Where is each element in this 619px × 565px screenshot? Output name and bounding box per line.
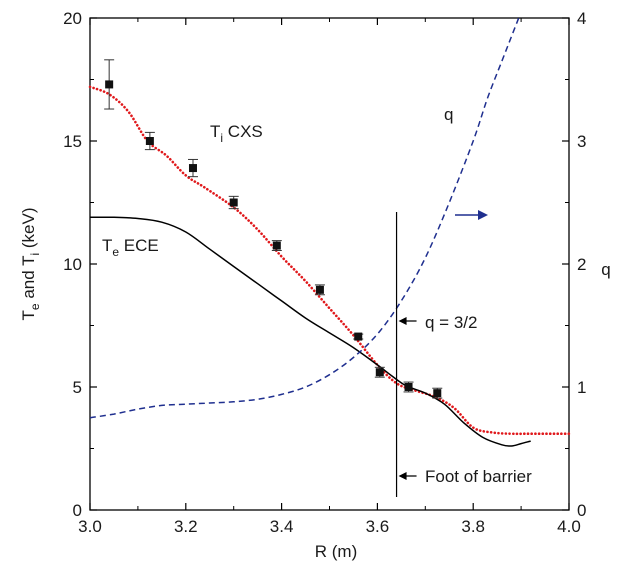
te-ece-line <box>89 216 531 447</box>
x-tick-label-0: 3.0 <box>78 517 102 536</box>
y2-tick-label-2: 2 <box>577 255 586 274</box>
y-axis-title-t1: T <box>19 310 38 320</box>
x-tick-label-2: 3.4 <box>270 517 294 536</box>
ti-cxs-point-5 <box>315 285 324 294</box>
markers-group <box>104 59 443 399</box>
y-tick-label-4: 20 <box>63 9 82 28</box>
y-axis-title-sub-i: i <box>28 253 42 256</box>
te-ece-label-t: T <box>102 236 112 255</box>
ti-cxs-point-9 <box>433 389 442 398</box>
y2-axis-title: q <box>601 260 610 279</box>
y-tick-label-0: 0 <box>73 501 82 520</box>
ti-cxs-point-1 <box>145 137 154 145</box>
y-axis-title-tail: (keV) <box>19 208 38 253</box>
y-axis-title-mid: and T <box>19 256 38 304</box>
ti-fit-line <box>88 85 571 436</box>
ti-cxs-label-t: T <box>210 122 220 141</box>
ti-cxs-point-7 <box>375 368 384 377</box>
q-curve-label: q <box>444 105 453 124</box>
y2-tick-label-3: 3 <box>577 132 586 151</box>
ti-cxs-label-tail: CXS <box>223 122 263 141</box>
series-group <box>88 17 571 447</box>
ti-cxs-point-0 <box>105 80 114 89</box>
y2-tick-label-1: 1 <box>577 378 586 397</box>
y-axis-title-sub-e: e <box>28 303 42 310</box>
plot-frame <box>89 17 570 511</box>
x-tick-label-3: 3.6 <box>366 517 390 536</box>
ti-cxs-label-sub: i <box>220 131 223 145</box>
y2-tick-label-4: 4 <box>577 9 586 28</box>
y-tick-label-3: 15 <box>63 132 82 151</box>
y-axis-title: Te and Ti (keV) <box>19 208 42 321</box>
x-tick-label-1: 3.2 <box>174 517 198 536</box>
ti-cxs-point-6 <box>354 332 363 341</box>
ti-cxs-point-8 <box>404 383 413 391</box>
ti-cxs-label: Ti CXS <box>210 122 263 145</box>
q-axis-arrow-head <box>478 210 488 220</box>
q-profile-line <box>89 17 520 419</box>
q-three-halves-label: q = 3/2 <box>425 313 477 332</box>
ti-cxs-point-2 <box>188 164 197 173</box>
ti-cxs-point-3 <box>229 198 238 207</box>
te-ece-label-sub: e <box>112 245 119 259</box>
foot-arrow-head <box>398 472 407 480</box>
y-tick-label-1: 5 <box>73 378 82 397</box>
axes-group <box>89 17 570 511</box>
te-ece-label: Te ECE <box>102 236 159 259</box>
ti-cxs-point-4 <box>272 241 281 250</box>
q32-arrow-head <box>398 317 407 325</box>
y2-tick-label-0: 0 <box>577 501 586 520</box>
te-ece-label-tail: ECE <box>119 236 159 255</box>
annotations-group <box>395 210 488 497</box>
foot-of-barrier-label: Foot of barrier <box>425 467 532 486</box>
x-tick-label-5: 4.0 <box>557 517 581 536</box>
y-tick-label-2: 10 <box>63 255 82 274</box>
x-axis-title: R (m) <box>315 542 357 561</box>
x-tick-label-4: 3.8 <box>461 517 485 536</box>
